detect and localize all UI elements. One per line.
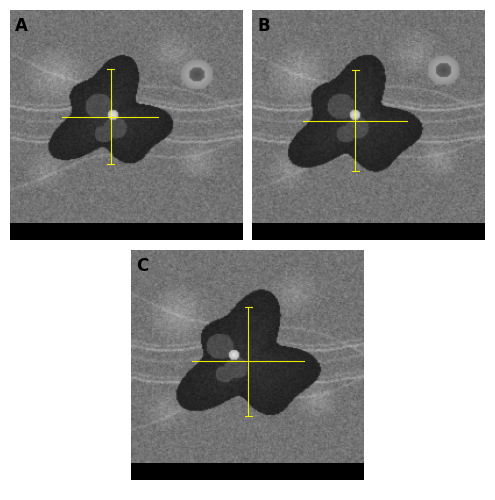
Text: A: A [14, 17, 27, 35]
Text: C: C [136, 257, 148, 275]
Text: B: B [257, 17, 270, 35]
